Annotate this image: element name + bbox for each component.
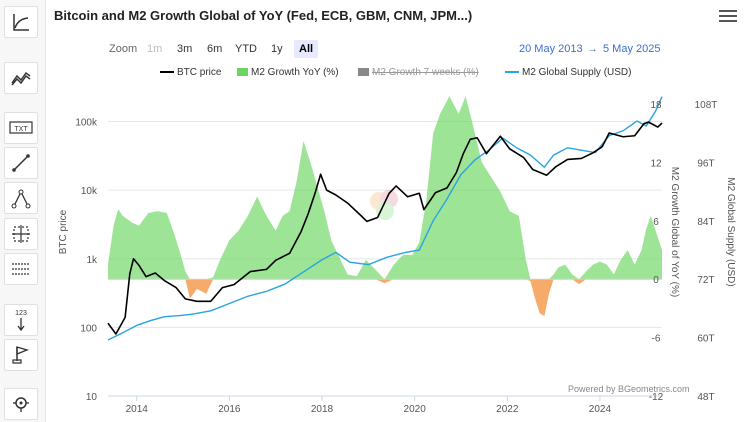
legend-item-m2-growth-7-weeks[interactable]: M2 Growth 7 weeks (%) [358,67,479,78]
zoom-ytd-button[interactable]: YTD [235,43,257,55]
flag-icon[interactable] [4,339,38,371]
range-from-input[interactable]: 20 May 2013 [519,43,583,55]
btc-axis-tick-label: 100 [80,323,97,334]
range-to-input[interactable]: 5 May 2025 [603,43,661,55]
horizontal-lines-icon[interactable] [4,253,38,285]
legend-item-btc-price[interactable]: BTC price [160,67,221,78]
x-tick-label: 2016 [218,404,241,415]
btc-axis-tick-label: 10 [86,392,98,403]
legend-label: BTC price [177,67,222,78]
zoom-1y-button[interactable]: 1y [271,43,283,55]
x-tick-label: 2018 [311,404,334,415]
m2-yoy-axis-tick-label: 0 [653,275,659,286]
m2-supply-axis-tick-label: 108T [695,100,718,111]
m2-supply-axis-tick-label: 84T [697,217,714,228]
m2-growth-yoy-positive-area[interactable] [108,96,662,280]
m2-supply-axis-tick-label: 72T [697,275,714,286]
legend-swatch [237,68,248,77]
legend-swatch [358,68,369,77]
vertical-counter-icon[interactable]: 123 [4,304,38,336]
m2-yoy-axis-tick-label: -12 [649,392,664,403]
m2-global-supply-line[interactable] [107,96,663,341]
m2-supply-axis-tick-label: 96T [697,158,714,169]
text-icon-label: TXT [14,126,28,133]
m2-supply-axis-tick-label: 60T [697,334,714,345]
btc-axis-title: BTC price [58,209,69,254]
trend-line-icon[interactable] [4,6,38,38]
legend-label: M2 Growth 7 weeks (%) [372,67,479,78]
line-draw-icon[interactable] [4,147,38,179]
text-annotation-icon[interactable]: TXT [4,112,38,144]
fibonacci-icon[interactable] [4,182,38,214]
legend-item-m2-global-supply[interactable]: M2 Global Supply (USD) [505,67,631,78]
x-tick-label: 2020 [404,404,427,415]
legend-swatch [505,71,519,74]
zoom-label: Zoom [109,43,138,55]
chart-title: Bitcoin and M2 Growth Global of YoY (Fed… [54,8,473,23]
m2-yoy-axis-title: M2 Growth Global of YoY (%) [669,167,680,297]
m2-growth-yoy-negative-area[interactable] [108,279,662,317]
btc-axis-tick-label: 10k [81,186,98,197]
counter-icon-label: 123 [15,310,27,317]
btc-axis-tick-label: 1k [86,255,98,266]
zoom-search-icon[interactable] [4,388,38,420]
m2-yoy-axis-tick-label: -6 [652,334,661,345]
m2-yoy-axis-tick-label: 18 [650,100,662,111]
m2-supply-axis-tick-label: 48T [697,392,714,403]
x-tick-label: 2022 [496,404,519,415]
legend-label: M2 Growth YoY (%) [251,67,339,78]
indicators-icon[interactable] [4,62,38,94]
m2-yoy-axis-tick-label: 12 [650,158,662,169]
hamburger-menu-icon[interactable] [719,10,737,26]
legend-item-m2-growth-yoy[interactable]: M2 Growth YoY (%) [237,67,339,78]
crosshair-measure-icon[interactable] [4,218,38,250]
m2-supply-axis-title: M2 Global Supply (USD) [725,177,736,286]
zoom-3m-button[interactable]: 3m [177,43,193,55]
drawing-toolbar: TXT 123 [0,0,46,422]
zoom-6m-button[interactable]: 6m [207,43,223,55]
m2-yoy-axis-tick-label: 6 [653,217,659,228]
legend-swatch [160,71,174,74]
legend-label: M2 Global Supply (USD) [522,67,632,78]
zoom-all-button[interactable]: All [294,40,319,58]
btc-axis-tick-label: 100k [75,118,98,129]
x-tick-label: 2024 [589,404,612,415]
btc-price-line[interactable] [107,121,663,335]
credit-text[interactable]: Powered by BGeometrics.com [568,384,690,394]
x-tick-label: 2014 [126,404,149,415]
range-arrow: → [587,43,598,55]
zoom-1m-button[interactable]: 1m [147,43,163,55]
